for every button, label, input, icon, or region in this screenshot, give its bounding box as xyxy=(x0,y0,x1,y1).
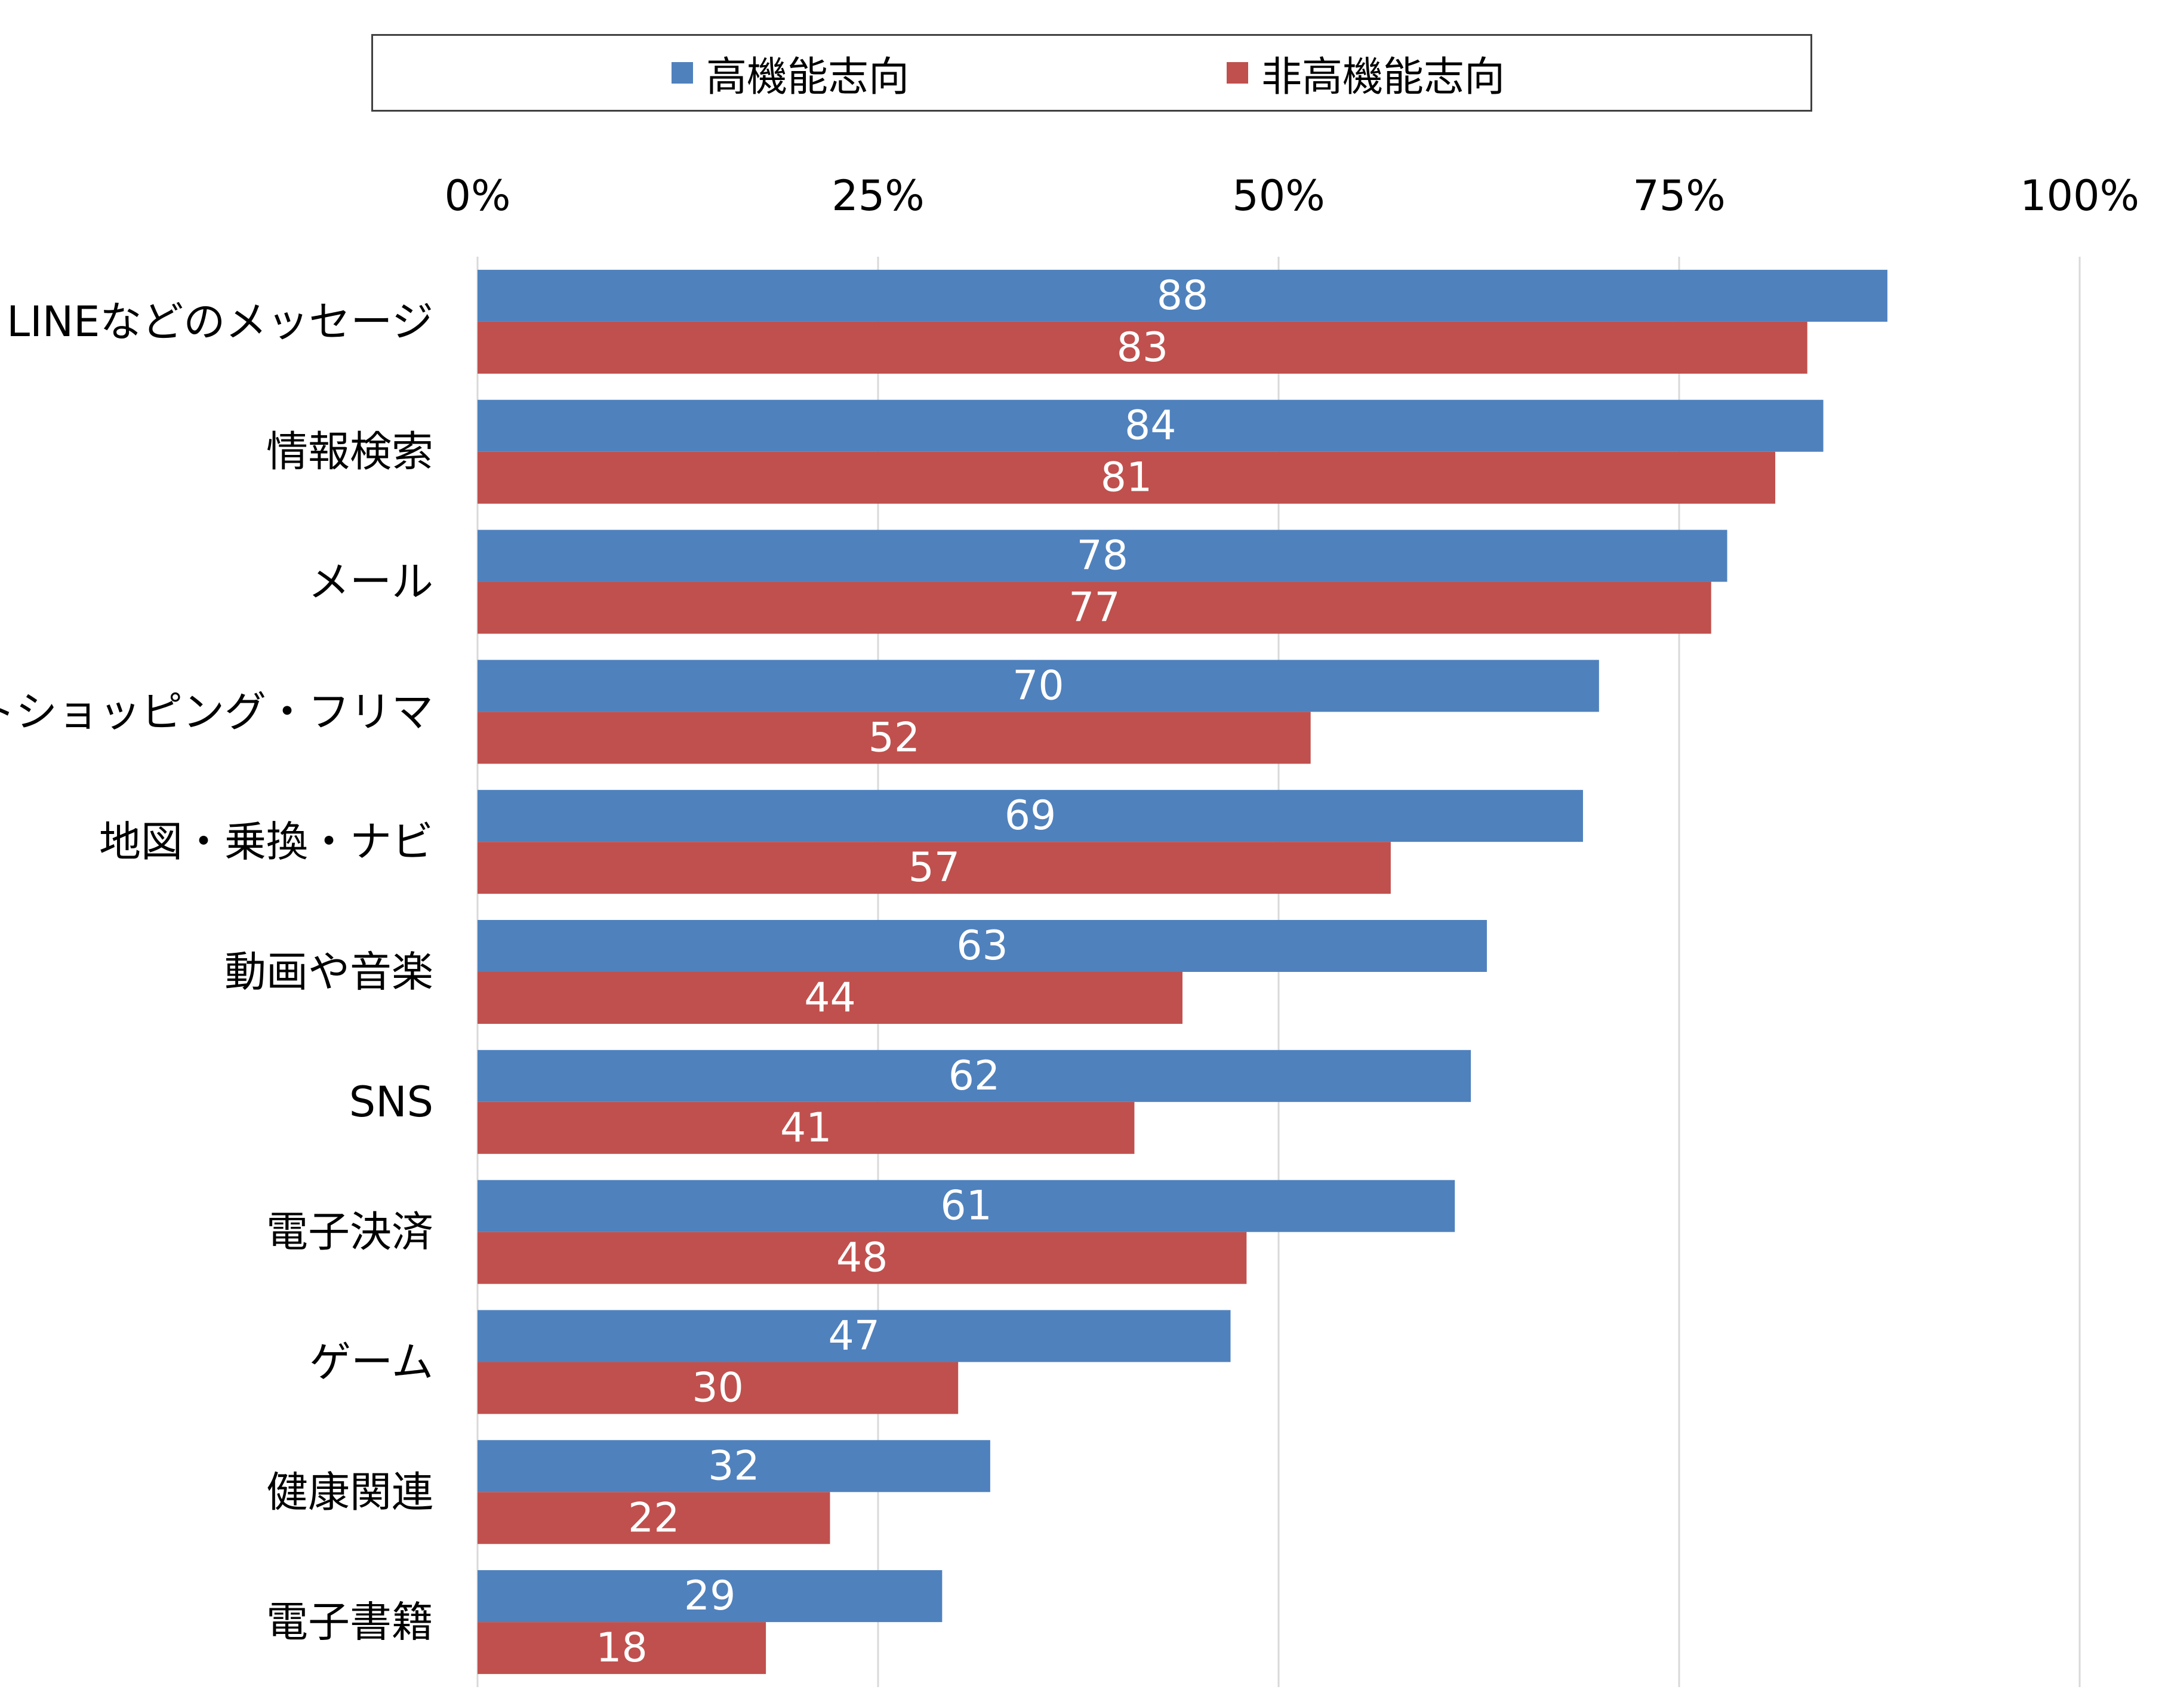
bar-series1-8 xyxy=(478,1310,1231,1362)
data-label-series2-4: 57 xyxy=(909,844,960,891)
bar-series1-9 xyxy=(478,1440,990,1492)
category-label-5: 動画や音楽 xyxy=(224,947,433,996)
data-label-series2-0: 83 xyxy=(1117,324,1169,371)
x-tick-label-25: 25% xyxy=(832,171,925,220)
data-label-series2-3: 52 xyxy=(869,714,920,761)
data-label-series2-6: 41 xyxy=(780,1104,832,1152)
data-label-series1-0: 88 xyxy=(1157,272,1209,319)
data-label-series1-5: 63 xyxy=(956,922,1008,970)
category-label-10: 電子書籍 xyxy=(266,1598,433,1647)
data-label-series1-10: 29 xyxy=(684,1572,736,1620)
legend-item-series2: 非高機能志向 xyxy=(1227,36,1505,110)
category-label-7: 電子決済 xyxy=(266,1208,433,1257)
category-label-9: 健康関連 xyxy=(266,1467,433,1516)
data-label-series1-3: 70 xyxy=(1012,662,1064,709)
category-label-1: 情報検索 xyxy=(266,427,433,476)
bar-series1-3 xyxy=(478,660,1599,712)
data-label-series2-8: 30 xyxy=(692,1364,744,1411)
data-label-series1-9: 32 xyxy=(708,1442,760,1490)
legend: 高機能志向 非高機能志向 xyxy=(371,34,1812,112)
bar-series2-6 xyxy=(478,1101,1135,1154)
data-label-series2-10: 18 xyxy=(596,1624,648,1672)
category-label-2: メール xyxy=(308,558,433,607)
data-label-series2-7: 48 xyxy=(836,1235,888,1282)
bar-series1-5 xyxy=(478,920,1487,972)
bar-series2-2 xyxy=(478,581,1711,634)
data-label-series1-7: 61 xyxy=(940,1183,992,1230)
bar-series1-0 xyxy=(478,269,1887,322)
data-label-series2-2: 77 xyxy=(1068,584,1120,632)
category-label-0: LINEなどのメッセージ xyxy=(7,297,433,346)
x-tick-label-50: 50% xyxy=(1232,171,1325,220)
bar-series2-3 xyxy=(478,712,1311,764)
bar-series2-8 xyxy=(478,1362,959,1414)
data-label-series1-4: 69 xyxy=(1005,792,1057,839)
bar-series2-0 xyxy=(478,321,1807,374)
bar-series2-1 xyxy=(478,451,1776,504)
bar-series2-5 xyxy=(478,972,1182,1024)
bar-series1-4 xyxy=(478,790,1583,842)
bar-series1-2 xyxy=(478,530,1727,582)
data-label-series1-6: 62 xyxy=(948,1053,1000,1100)
category-label-3: ネットショッピング・フリマ xyxy=(0,687,433,736)
x-tick-label-75: 75% xyxy=(1633,171,1726,220)
data-label-series1-1: 84 xyxy=(1125,402,1177,450)
bar-series1-7 xyxy=(478,1180,1455,1232)
category-label-8: ゲーム xyxy=(309,1337,433,1386)
data-label-series2-5: 44 xyxy=(804,974,856,1021)
bar-series1-10 xyxy=(478,1570,943,1623)
category-label-6: SNS xyxy=(349,1078,433,1127)
legend-label-series2: 非高機能志向 xyxy=(1261,53,1505,101)
data-label-series1-2: 78 xyxy=(1076,533,1128,580)
x-tick-label-100: 100% xyxy=(2020,171,2139,220)
category-label-4: 地図・乗換・ナビ xyxy=(99,817,433,866)
legend-label-series1: 高機能志向 xyxy=(706,53,910,101)
bar-series2-4 xyxy=(478,842,1391,894)
data-label-series2-9: 22 xyxy=(628,1494,680,1541)
data-label-series1-8: 47 xyxy=(828,1312,880,1359)
bar-series2-9 xyxy=(478,1492,830,1544)
bar-series1-1 xyxy=(478,399,1824,452)
bar-series2-7 xyxy=(478,1232,1247,1284)
legend-swatch-series1 xyxy=(672,62,693,84)
legend-item-series1: 高機能志向 xyxy=(672,36,909,110)
x-tick-label-0: 0% xyxy=(444,171,510,220)
legend-swatch-series2 xyxy=(1227,62,1248,84)
data-label-series2-1: 81 xyxy=(1101,454,1153,501)
bar-series2-10 xyxy=(478,1622,766,1675)
bar-series1-6 xyxy=(478,1050,1471,1102)
